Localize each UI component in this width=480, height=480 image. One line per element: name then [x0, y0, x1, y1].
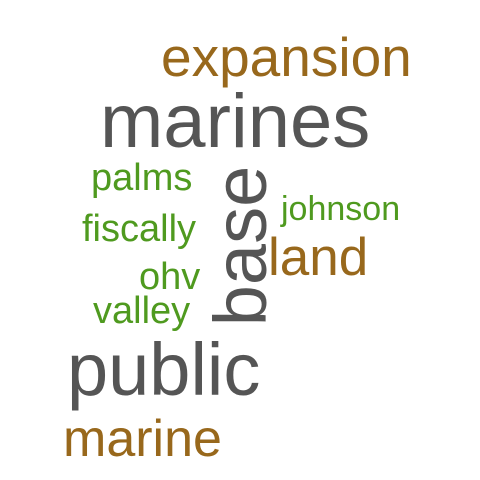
word-palms: palms [91, 157, 193, 199]
word-land: land [268, 228, 369, 287]
word-marine: marine [63, 410, 222, 468]
word-ohv: ohv [139, 256, 201, 298]
word-base: base [199, 165, 282, 327]
word-public: public [67, 328, 261, 411]
word-marines: marines [100, 79, 371, 164]
word-fiscally: fiscally [82, 208, 197, 250]
word-valley: valley [93, 290, 191, 332]
word-johnson: johnson [281, 190, 401, 228]
word-expansion: expansion [161, 26, 412, 88]
